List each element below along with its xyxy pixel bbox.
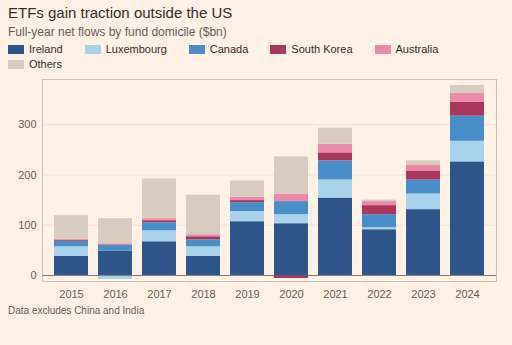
html-text:Australia: Australia xyxy=(395,43,439,55)
svg-text:2017: 2017 xyxy=(147,288,171,300)
html-text:Luxembourg: Luxembourg xyxy=(105,43,167,55)
html-text:Full-year net flows by fund do: Full-year net flows by fund domicile ($b… xyxy=(8,25,227,39)
html-text:Canada: Canada xyxy=(209,43,249,55)
svg-text:2018: 2018 xyxy=(191,288,215,300)
svg-text:0: 0 xyxy=(30,269,36,281)
svg-text:2019: 2019 xyxy=(235,288,259,300)
svg-text:200: 200 xyxy=(18,168,36,180)
svg-text:2023: 2023 xyxy=(411,288,435,300)
svg-text:2016: 2016 xyxy=(103,288,127,300)
html-text:Data excludes China and India: Data excludes China and India xyxy=(8,305,145,316)
svg-text:100: 100 xyxy=(18,219,36,231)
svg-text:2022: 2022 xyxy=(367,288,391,300)
html-text:ETFs gain traction outside the: ETFs gain traction outside the US xyxy=(8,4,233,21)
svg-text:2015: 2015 xyxy=(59,288,83,300)
svg-text:2021: 2021 xyxy=(323,288,347,300)
html-text:South Korea: South Korea xyxy=(291,43,353,55)
svg-text:2024: 2024 xyxy=(455,288,479,300)
svg-text:300: 300 xyxy=(18,118,36,130)
html-text:Others: Others xyxy=(29,58,62,70)
html-text:Ireland: Ireland xyxy=(29,43,63,55)
svg-text:2020: 2020 xyxy=(279,288,303,300)
